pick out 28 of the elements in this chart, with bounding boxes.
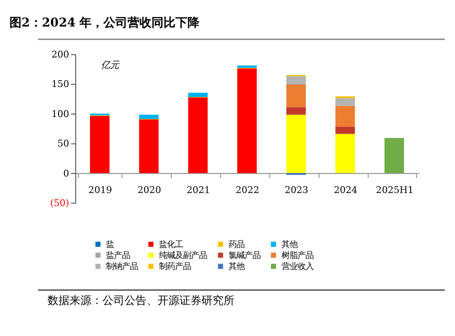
y-tick-label: 50: [57, 138, 70, 150]
legend-label: 树脂产品: [281, 250, 314, 260]
x-tick-label: 2022: [236, 185, 260, 196]
x-tick-label: 2021: [186, 185, 210, 196]
legend-label: 营业收入: [281, 261, 314, 272]
legend-label: 制药产品: [158, 261, 191, 272]
legend-label: 制钠产品: [106, 261, 138, 272]
chart-title: 图2：2024 年，公司营收同比下降: [10, 16, 201, 30]
legend-label: 盐产品: [106, 250, 130, 260]
legend-label: 药品: [228, 239, 244, 250]
y-tick-label: (50): [50, 198, 70, 209]
x-tick-label: 2020: [138, 185, 162, 196]
legend-label: 其他: [228, 261, 244, 272]
y-tick-label: 100: [51, 108, 70, 120]
annotation: 亿元: [101, 60, 120, 72]
x-tick-label: 2025H1: [376, 185, 414, 196]
legend-label: 盐: [106, 239, 114, 250]
legend-label: 盐化工: [158, 239, 183, 250]
x-tick-label: 2024: [334, 185, 358, 196]
x-tick-label: 2023: [284, 185, 308, 196]
legend-label: 其他: [281, 239, 298, 250]
legend-label: 纯碱及副产品: [158, 250, 207, 260]
legend-label: 氯碱产品: [228, 250, 260, 260]
y-tick-label: 150: [51, 79, 70, 90]
source-note: 数据来源：公司公告、开源证券研究所: [47, 294, 234, 307]
y-tick-label: 200: [51, 49, 70, 60]
x-tick-label: 2019: [88, 185, 112, 196]
y-tick-label: 0: [63, 168, 70, 180]
